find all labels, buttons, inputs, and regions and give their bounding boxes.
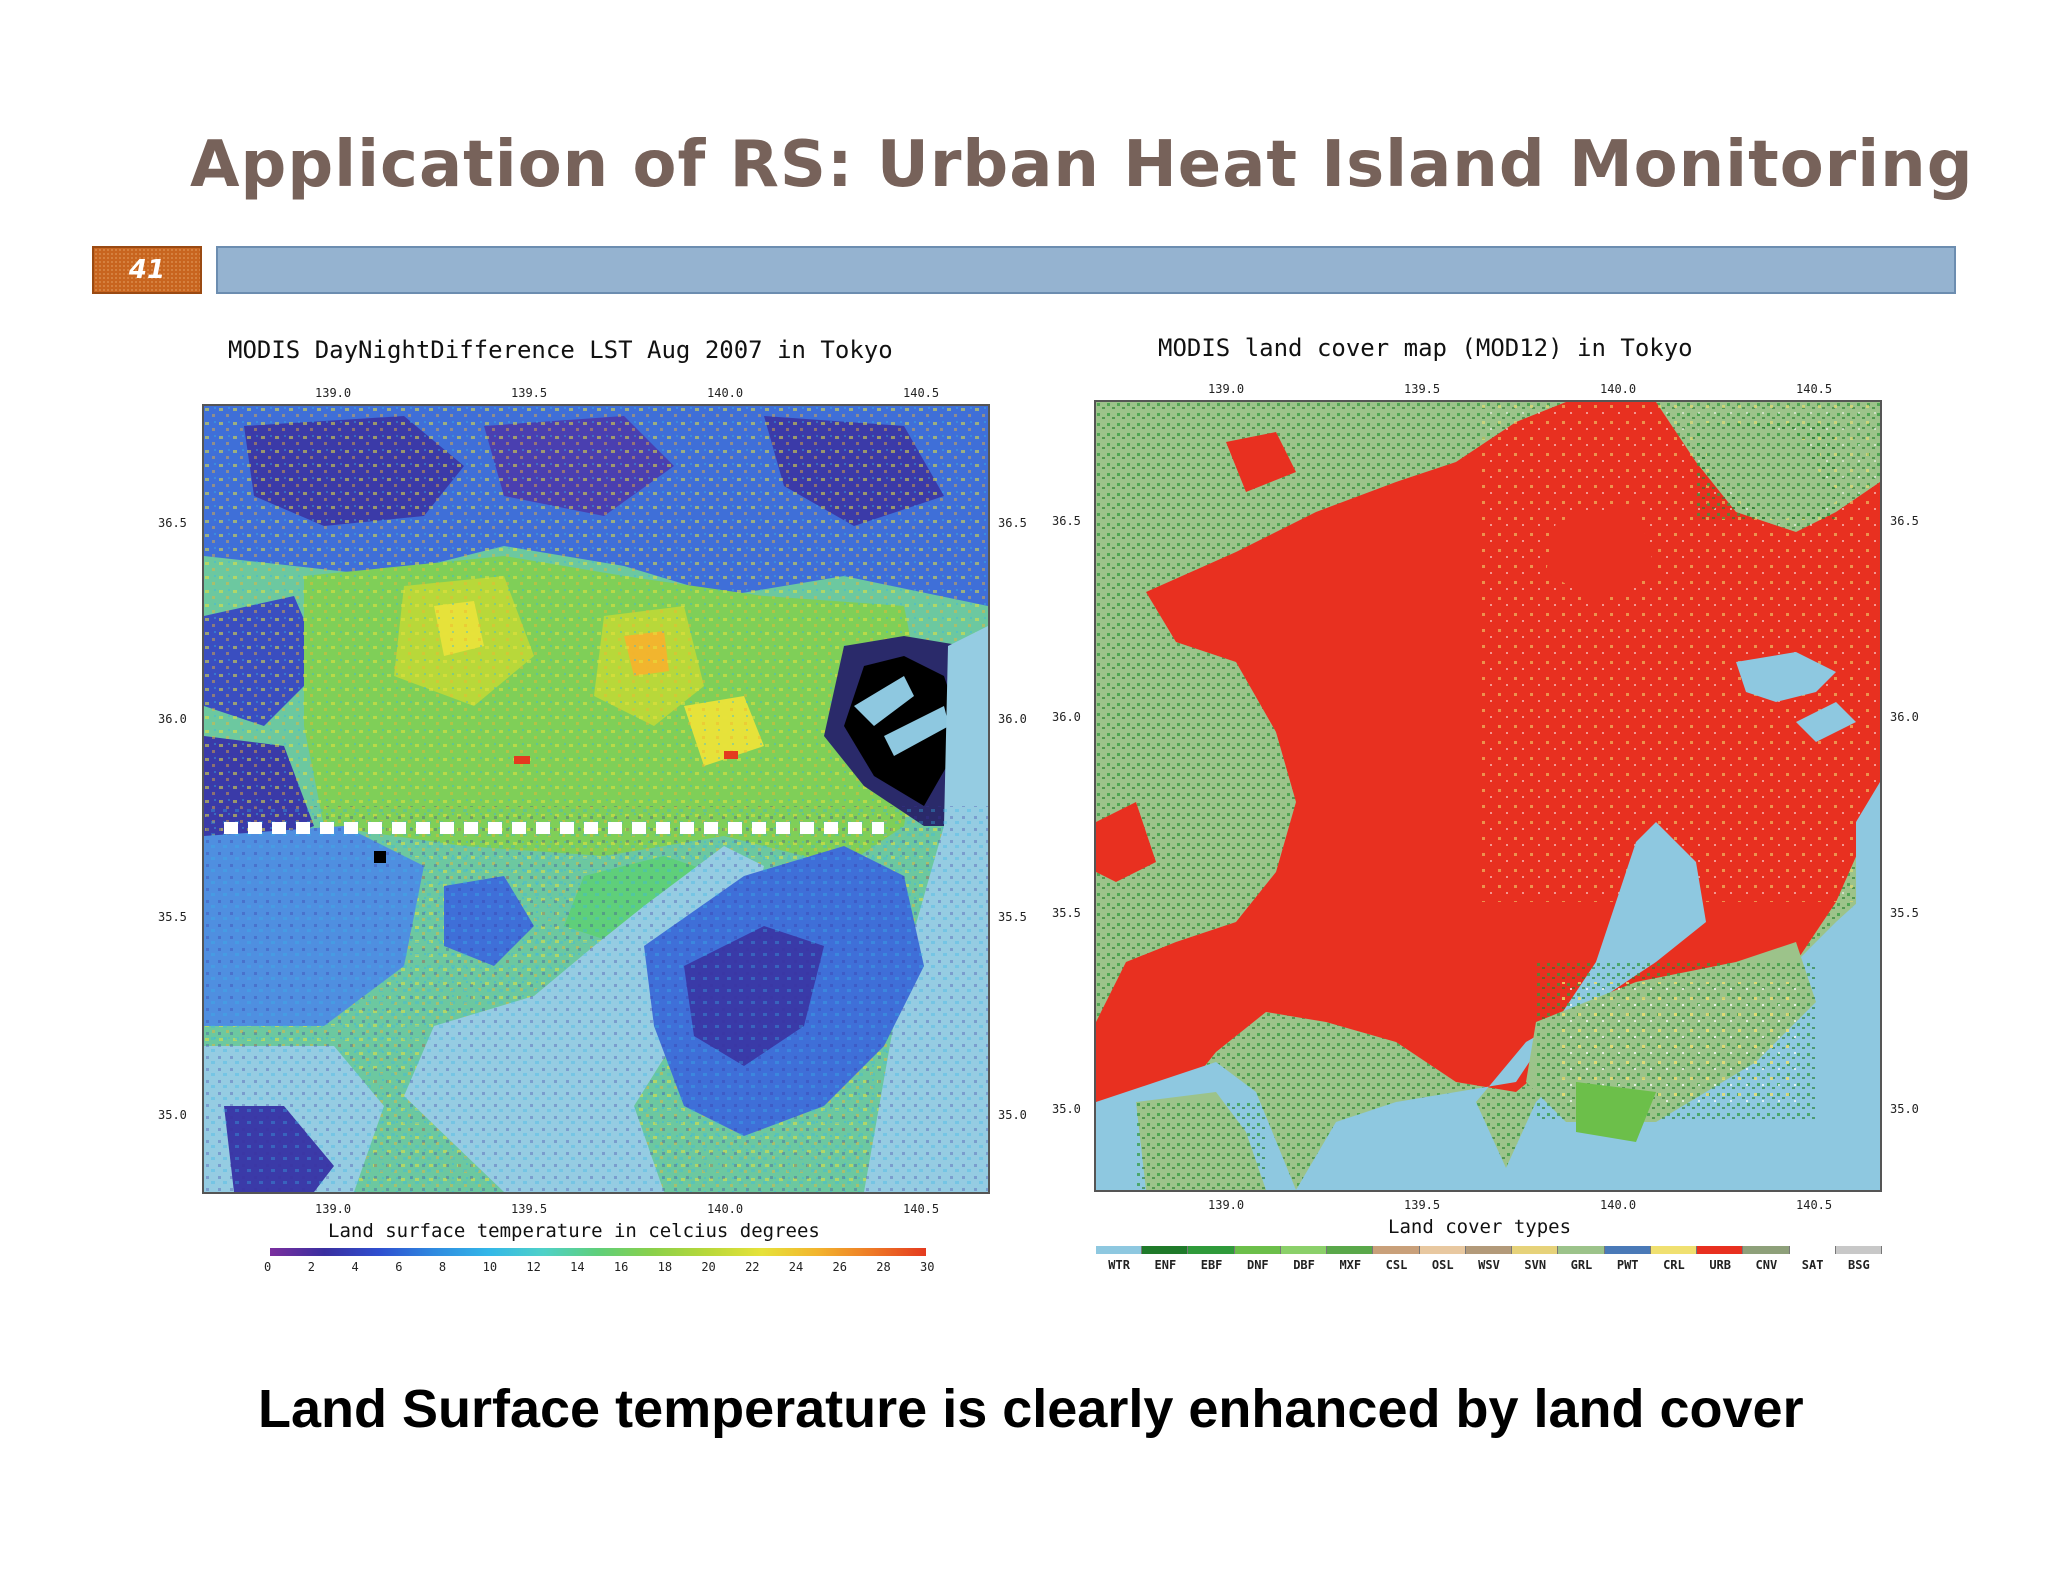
lst-colorbar-tick: 16 bbox=[613, 1260, 629, 1274]
landcover-bottom-tick: 139.5 bbox=[1404, 1198, 1441, 1212]
legend-swatch-bsg bbox=[1835, 1246, 1882, 1254]
title-bar bbox=[216, 246, 1956, 294]
lst-bottom-tick: 140.0 bbox=[707, 1202, 744, 1216]
landcover-top-tick: 140.0 bbox=[1600, 382, 1637, 396]
landcover-lat-tick: 36.0 bbox=[1052, 710, 1081, 724]
lst-colorbar-tick: 10 bbox=[482, 1260, 498, 1274]
legend-class-sat: SAT bbox=[1801, 1258, 1824, 1272]
landcover-lat-tick: 35.5 bbox=[1052, 906, 1081, 920]
legend-class-mxf: MXF bbox=[1339, 1258, 1362, 1272]
lst-lat-tick: 36.5 bbox=[998, 516, 1027, 530]
landcover-lat-tick: 36.5 bbox=[1052, 514, 1081, 528]
legend-swatch-crl bbox=[1650, 1246, 1698, 1254]
lst-colorbar-tick: 0 bbox=[264, 1260, 272, 1274]
landcover-legend-label: Land cover types bbox=[1388, 1216, 1572, 1238]
legend-class-dbf: DBF bbox=[1293, 1258, 1315, 1272]
lst-colorbar-tick: 12 bbox=[526, 1260, 541, 1274]
lst-lat-tick: 36.0 bbox=[158, 712, 187, 726]
slide-caption: Land Surface temperature is clearly enha… bbox=[258, 1379, 1804, 1439]
landcover-legend-classes: WTR ENF EBF DNF DBF MXF CSL OSL WSV SVN GRL PWT CRL U… bbox=[1096, 1258, 1882, 1274]
legend-class-enf: ENF bbox=[1154, 1258, 1177, 1272]
lst-top-tick: 140.0 bbox=[707, 386, 744, 400]
lst-colorbar-tick: 4 bbox=[351, 1260, 359, 1274]
landcover-map bbox=[1094, 400, 1882, 1192]
lst-map-graphic bbox=[204, 406, 988, 1192]
lst-colorbar bbox=[270, 1248, 926, 1256]
legend-swatch-wtr bbox=[1096, 1246, 1143, 1254]
lst-bottom-tick: 139.0 bbox=[315, 1202, 352, 1216]
landcover-bottom-tick: 139.0 bbox=[1208, 1198, 1245, 1212]
lst-colorbar-tick: 2 bbox=[307, 1260, 315, 1274]
landcover-top-tick: 140.5 bbox=[1796, 382, 1833, 396]
landcover-map-title: MODIS land cover map (MOD12) in Tokyo bbox=[1158, 334, 1693, 362]
legend-class-csl: CSL bbox=[1385, 1258, 1408, 1272]
legend-swatch-mxf bbox=[1327, 1246, 1374, 1254]
legend-class-cnv: CNV bbox=[1755, 1258, 1778, 1272]
landcover-lat-tick: 35.0 bbox=[1890, 1102, 1919, 1116]
lst-map bbox=[202, 404, 990, 1194]
legend-swatch-svn bbox=[1512, 1246, 1559, 1254]
landcover-lat-tick: 36.5 bbox=[1890, 514, 1919, 528]
landcover-lat-tick: 35.0 bbox=[1052, 1102, 1081, 1116]
legend-swatch-cnv bbox=[1743, 1246, 1790, 1254]
lst-colorbar-tick: 18 bbox=[657, 1260, 673, 1274]
lst-colorbar-ticks: 0 2 4 6 8 10 12 14 16 18 20 22 24 26 28 30 bbox=[262, 1260, 942, 1276]
lst-colorbar-tick: 8 bbox=[438, 1260, 447, 1274]
legend-class-bsg: BSG bbox=[1848, 1258, 1870, 1272]
legend-swatch-ebf bbox=[1188, 1246, 1235, 1254]
legend-class-svn: SVN bbox=[1524, 1258, 1547, 1272]
lst-colorbar-label: Land surface temperature in celcius degr… bbox=[328, 1220, 820, 1242]
lst-top-tick: 140.5 bbox=[903, 386, 940, 400]
legend-swatch-grl bbox=[1558, 1246, 1605, 1254]
legend-class-wtr: WTR bbox=[1108, 1258, 1130, 1272]
lst-map-title: MODIS DayNightDifference LST Aug 2007 in… bbox=[228, 336, 893, 364]
landcover-top-tick: 139.0 bbox=[1208, 382, 1245, 396]
landcover-lat-tick: 35.5 bbox=[1890, 906, 1919, 920]
legend-class-urb: URB bbox=[1709, 1258, 1731, 1272]
lst-colorbar-tick: 26 bbox=[832, 1260, 847, 1274]
legend-swatch-enf bbox=[1142, 1246, 1189, 1254]
lst-colorbar-tick: 6 bbox=[395, 1260, 403, 1274]
legend-class-crl: CRL bbox=[1663, 1258, 1685, 1272]
lst-bottom-tick: 139.5 bbox=[511, 1202, 548, 1216]
lst-top-tick: 139.5 bbox=[511, 386, 548, 400]
landcover-top-tick: 139.5 bbox=[1404, 382, 1441, 396]
landcover-lat-tick: 36.0 bbox=[1890, 710, 1919, 724]
lst-bottom-tick: 140.5 bbox=[903, 1202, 940, 1216]
lst-colorbar-tick: 22 bbox=[745, 1260, 760, 1274]
landcover-bottom-tick: 140.0 bbox=[1600, 1198, 1637, 1212]
slide-number: 41 bbox=[92, 246, 202, 294]
legend-swatch-pwt bbox=[1604, 1246, 1651, 1254]
lst-top-tick: 139.0 bbox=[315, 386, 352, 400]
lst-colorbar-tick: 24 bbox=[788, 1260, 804, 1274]
lst-colorbar-tick: 28 bbox=[876, 1260, 891, 1274]
lst-lat-tick: 35.5 bbox=[998, 910, 1027, 924]
lst-colorbar-tick: 14 bbox=[570, 1260, 585, 1274]
legend-class-osl: OSL bbox=[1431, 1258, 1454, 1272]
legend-swatch-dnf bbox=[1234, 1246, 1281, 1254]
legend-swatch-csl bbox=[1373, 1246, 1420, 1254]
lst-colorbar-tick: 30 bbox=[920, 1260, 935, 1274]
landcover-map-graphic bbox=[1096, 402, 1880, 1190]
legend-class-wsv: WSV bbox=[1478, 1258, 1500, 1272]
legend-class-dnf: DNF bbox=[1246, 1258, 1269, 1272]
landcover-legend-bar bbox=[1096, 1246, 1882, 1254]
legend-swatch-sat bbox=[1789, 1246, 1836, 1254]
legend-class-ebf: EBF bbox=[1200, 1258, 1223, 1272]
lst-lat-tick: 35.0 bbox=[998, 1108, 1027, 1122]
legend-swatch-urb bbox=[1697, 1246, 1744, 1254]
lst-lat-tick: 35.5 bbox=[158, 910, 187, 924]
legend-swatch-wsv bbox=[1465, 1246, 1513, 1254]
lst-lat-tick: 36.0 bbox=[998, 712, 1027, 726]
lst-lat-tick: 36.5 bbox=[158, 516, 187, 530]
legend-class-grl: GRL bbox=[1570, 1258, 1593, 1272]
lst-lat-tick: 35.0 bbox=[158, 1108, 187, 1122]
legend-swatch-dbf bbox=[1280, 1246, 1328, 1254]
landcover-bottom-tick: 140.5 bbox=[1796, 1198, 1833, 1212]
slide-title: Application of RS: Urban Heat Island Mon… bbox=[190, 128, 1974, 202]
legend-swatch-osl bbox=[1419, 1246, 1466, 1254]
legend-class-pwt: PWT bbox=[1616, 1258, 1639, 1272]
lst-colorbar-tick: 20 bbox=[701, 1260, 716, 1274]
